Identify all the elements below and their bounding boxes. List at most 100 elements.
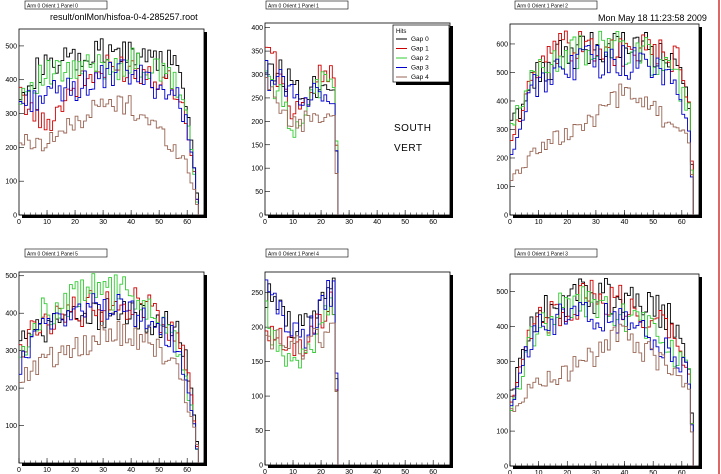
x-tick-label: 20: [563, 470, 571, 474]
y-tick-label: 600: [496, 41, 508, 48]
y-tick-label: 300: [5, 348, 17, 355]
panel-title: Arm 0 Orient 1 Panel 5: [27, 252, 78, 258]
histogram-gap-4: [19, 321, 199, 463]
panel-title: Arm 0 Orient 1 Panel 2: [517, 4, 568, 10]
x-tick-label: 40: [621, 219, 629, 226]
panel-2: Arm 0 Orient 1 Panel 2010020030040050060…: [496, 0, 702, 226]
y-tick-label: 500: [496, 289, 508, 296]
panel-title: Arm 0 Orient 1 Panel 3: [517, 252, 568, 258]
x-tick-label: 30: [345, 469, 353, 474]
x-tick-label: 10: [289, 469, 297, 474]
legend-entry: Gap 0: [411, 36, 429, 43]
frame-shadow-bottom: [268, 215, 453, 218]
x-tick-label: 30: [592, 219, 600, 226]
legend-entry: Gap 1: [411, 46, 429, 53]
x-tick-label: 40: [373, 469, 381, 474]
legend: Hits Gap 0 Gap 1 Gap 2 Gap 3 Gap 4: [392, 24, 452, 85]
x-tick-label: 60: [183, 467, 191, 474]
y-tick-label: 150: [251, 359, 263, 366]
histogram-gap-4: [19, 95, 199, 215]
y-tick-label: 0: [13, 213, 17, 220]
x-tick-label: 50: [401, 219, 409, 226]
y-tick-label: 400: [251, 25, 263, 32]
x-tick-label: 50: [155, 219, 163, 226]
y-tick-label: 50: [255, 189, 263, 196]
legend-title: Hits: [396, 29, 406, 35]
y-tick-label: 0: [504, 213, 508, 220]
histogram-gap-4: [265, 77, 339, 215]
frame-shadow-right: [450, 275, 453, 468]
histogram-gap-4: [510, 83, 694, 215]
x-tick-label: 0: [17, 219, 21, 226]
panel-4: Arm 0 Orient 1 Panel 4 0 50 100 150 200 250 0 10…: [251, 248, 453, 474]
panel-0: Arm 0 Orient 1 Panel 0 0 100 200 300 400 500 0 1…: [5, 0, 207, 226]
x-tick-label: 0: [508, 219, 512, 226]
panel-title-box: [514, 0, 598, 10]
y-tick-label: 400: [5, 311, 17, 318]
y-tick-label: 100: [5, 423, 17, 430]
x-tick-label: 40: [373, 219, 381, 226]
histogram-gap-3: [265, 60, 339, 215]
x-tick-label: 60: [183, 219, 191, 226]
y-tick-label: 200: [5, 145, 17, 152]
y-tick-label: 350: [251, 49, 263, 56]
x-tick-label: 10: [43, 467, 51, 474]
x-tick-label: 40: [621, 470, 629, 474]
histogram-gap-3: [510, 44, 694, 215]
annotation-south: SOUTH: [394, 123, 432, 134]
file-path-label: result/onlMon/hisfoa-0-4-285257.root: [50, 12, 198, 22]
panel-3: Arm 0 Orient 1 Panel 5 100 200 300 400 500 0 10…: [5, 248, 207, 474]
y-tick-label: 300: [5, 111, 17, 118]
x-tick-label: 30: [99, 219, 107, 226]
timestamp-label: Mon May 18 11:23:58 2009: [598, 13, 707, 23]
x-tick-label: 10: [289, 219, 297, 226]
y-tick-label: 250: [251, 95, 263, 102]
frame-shadow-bottom: [513, 466, 702, 469]
y-tick-label: 300: [251, 72, 263, 79]
y-tick-label: 100: [5, 179, 17, 186]
histogram-gap-2: [510, 30, 694, 215]
histogram-gap-3: [265, 279, 339, 465]
frame-shadow-right: [204, 275, 207, 466]
panel-title: Arm 0 Orient 1 Panel 1: [268, 4, 319, 10]
histogram-gap-3: [19, 293, 199, 463]
x-tick-label: 30: [592, 470, 600, 474]
y-tick-label: 300: [496, 359, 508, 366]
y-tick-label: 50: [255, 428, 263, 435]
legend-box: [392, 24, 450, 83]
y-tick-label: 100: [251, 394, 263, 401]
x-tick-label: 60: [429, 219, 437, 226]
histogram-gap-2: [19, 47, 199, 215]
x-tick-label: 20: [317, 219, 325, 226]
x-tick-label: 10: [43, 219, 51, 226]
x-tick-label: 50: [649, 470, 657, 474]
x-tick-label: 50: [401, 469, 409, 474]
histogram-gap-3: [510, 301, 694, 466]
x-tick-label: 0: [263, 469, 267, 474]
x-tick-label: 60: [678, 219, 686, 226]
y-tick-label: 250: [251, 290, 263, 297]
x-tick-label: 60: [429, 469, 437, 474]
y-tick-label: 0: [504, 464, 508, 471]
legend-entry: Gap 3: [411, 65, 429, 72]
legend-entry: Gap 4: [411, 74, 429, 81]
y-tick-label: 200: [251, 325, 263, 332]
y-tick-label: 200: [5, 386, 17, 393]
x-tick-label: 10: [535, 470, 543, 474]
histogram-gap-4: [265, 322, 339, 465]
panel-title-box: [24, 0, 108, 10]
frame-shadow-right: [699, 27, 702, 218]
y-tick-label: 100: [496, 429, 508, 436]
y-tick-label: 500: [5, 273, 17, 280]
histogram-gap-0: [265, 59, 339, 215]
panel-title: Arm 0 Orient 1 Panel 4: [268, 252, 319, 258]
frame-shadow-bottom: [513, 215, 702, 218]
histogram-gap-0: [19, 38, 199, 215]
histogram-gap-3: [19, 59, 199, 215]
y-tick-label: 0: [259, 463, 263, 470]
x-tick-label: 50: [155, 467, 163, 474]
y-tick-label: 500: [496, 70, 508, 77]
x-tick-label: 0: [17, 467, 21, 474]
annotation-vert: VERT: [394, 143, 423, 154]
